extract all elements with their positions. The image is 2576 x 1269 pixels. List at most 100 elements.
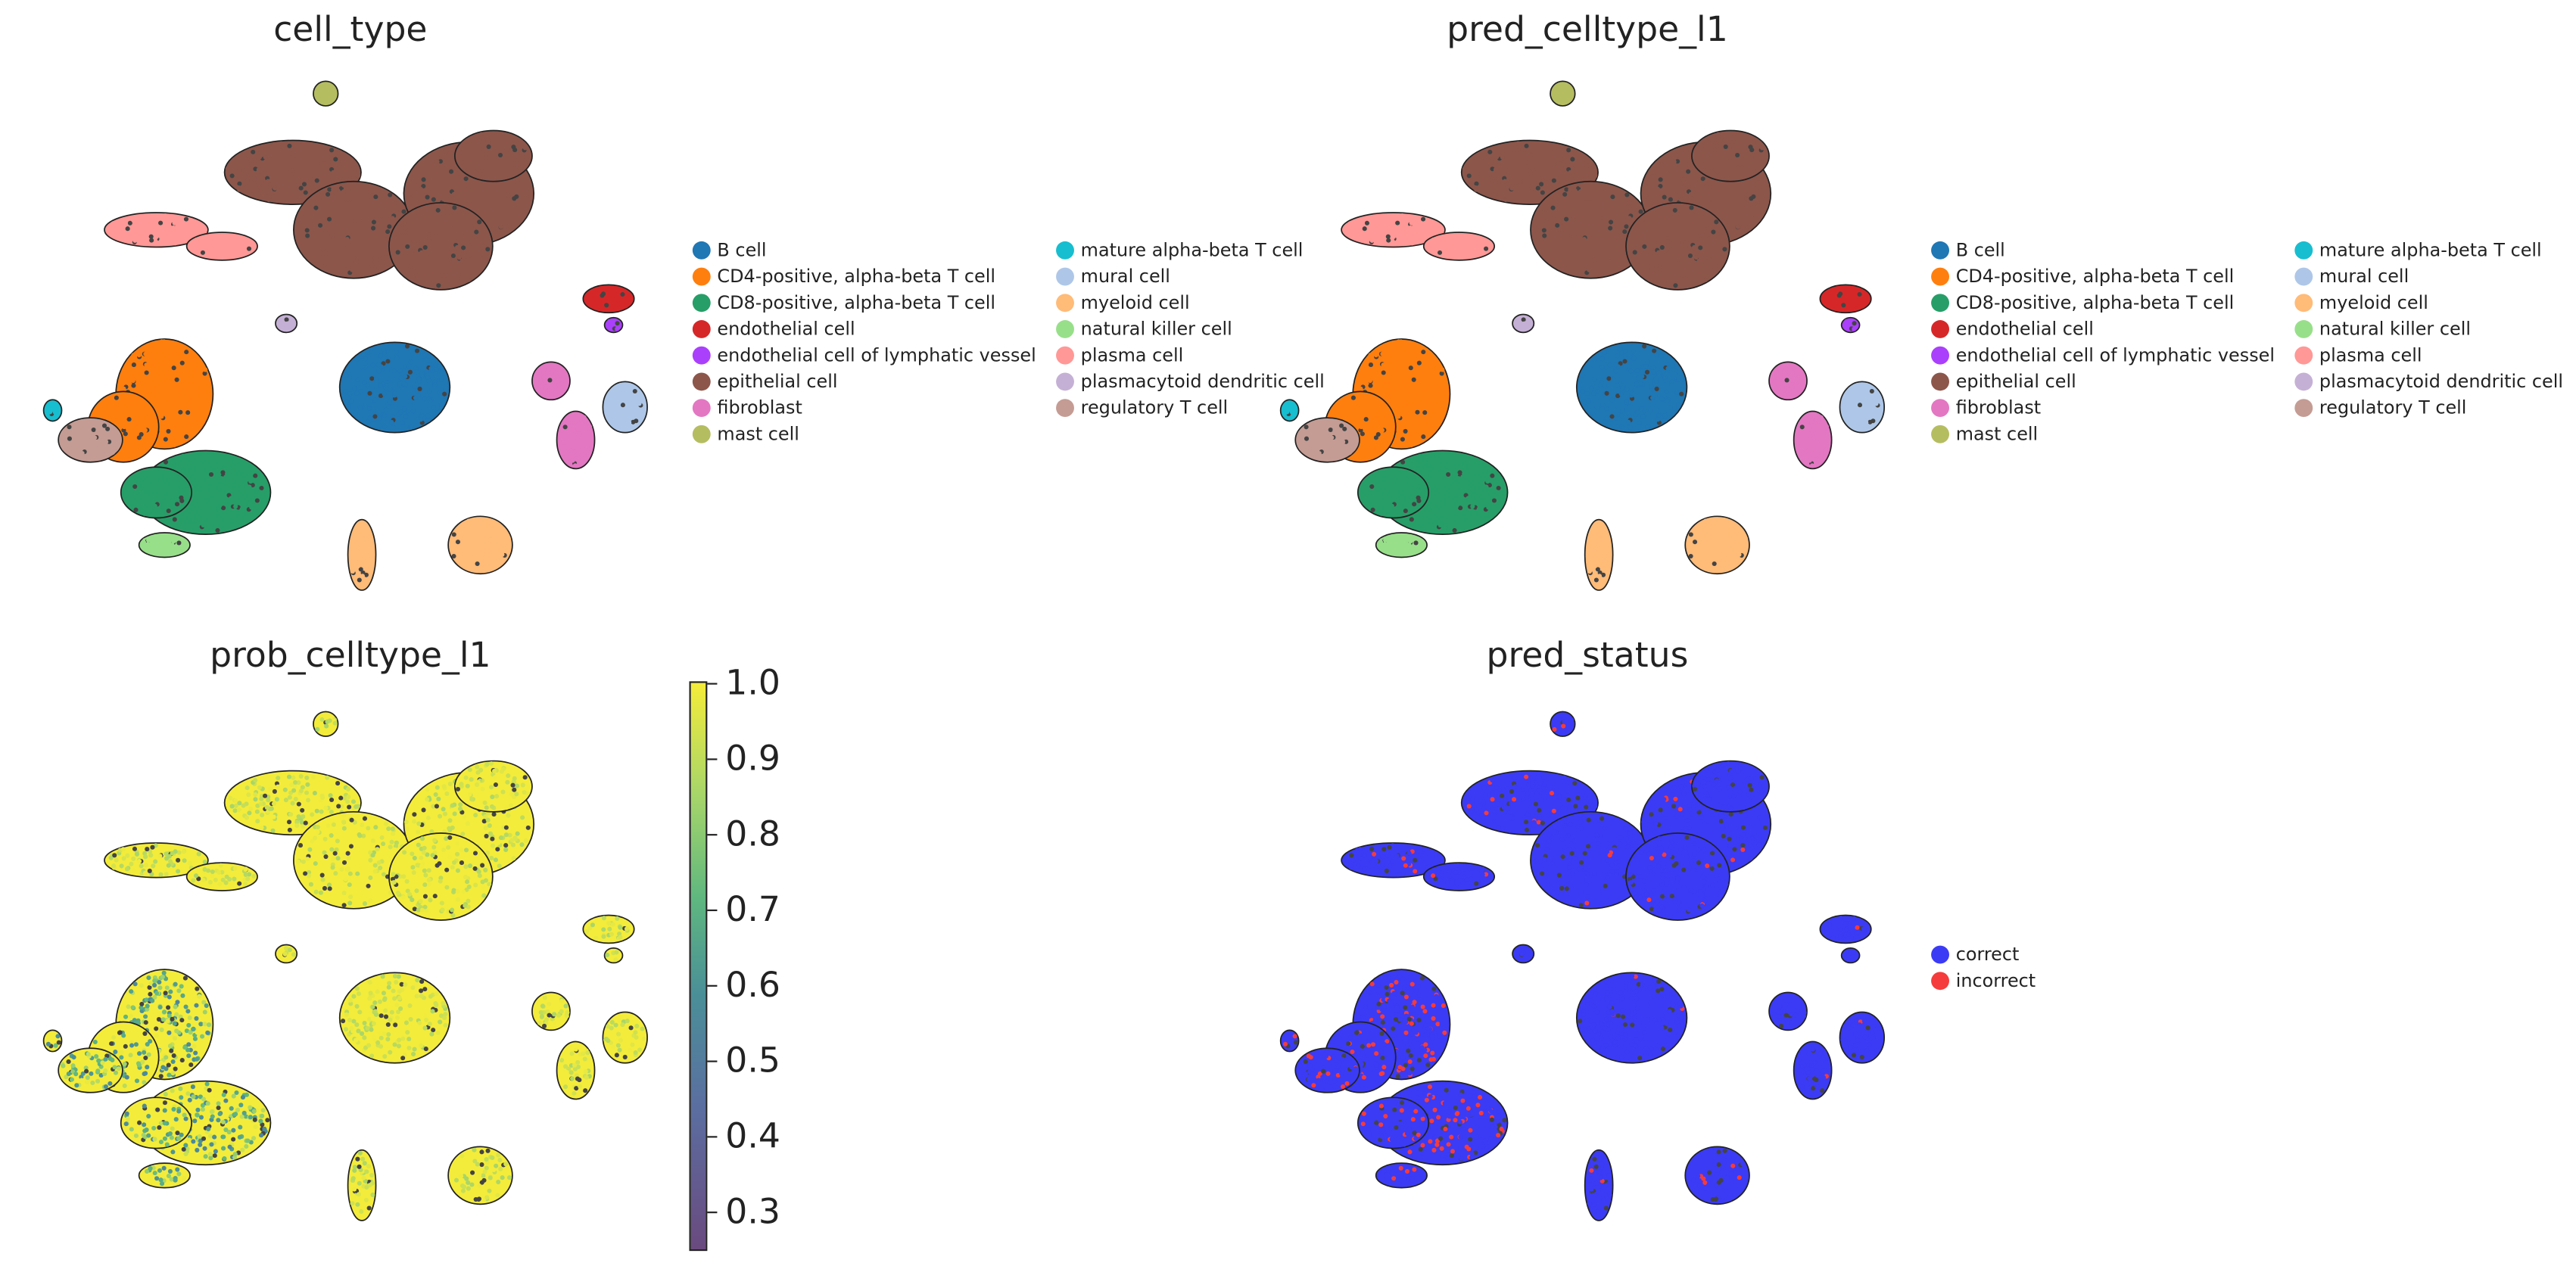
cell-point [156, 384, 161, 389]
cell-point [370, 1016, 375, 1022]
cell-point [1618, 391, 1624, 397]
cell-point [559, 1009, 564, 1014]
cell-point [394, 1003, 400, 1008]
cell-point [417, 1020, 422, 1026]
cell-point [166, 428, 171, 434]
cell-point [417, 268, 422, 273]
cell-point [364, 566, 369, 571]
cell-point [1444, 490, 1449, 496]
cell-point [634, 407, 639, 412]
cell-point [1385, 409, 1390, 415]
cell-point [1682, 173, 1687, 178]
cell-point [540, 369, 546, 375]
cell-point [428, 897, 433, 903]
cell-point [133, 1133, 139, 1138]
cell-point [1589, 385, 1594, 390]
cell-point [335, 781, 341, 786]
cell-point [443, 1022, 448, 1028]
cell-point [174, 377, 179, 382]
cell-point [185, 1009, 191, 1014]
cell-point [1524, 181, 1529, 186]
cell-point [614, 388, 619, 393]
cell-point [125, 853, 130, 858]
cell-point [1702, 167, 1707, 173]
cell-point [231, 1093, 236, 1099]
cell-point [484, 213, 490, 219]
cell-point [1671, 252, 1676, 257]
cell-point [559, 377, 564, 382]
cell-point [1695, 238, 1700, 244]
cell-point [1368, 353, 1373, 358]
cell-point [585, 1050, 590, 1056]
cell-point [1319, 427, 1324, 433]
cell-point [459, 275, 464, 281]
cell-point [481, 187, 486, 192]
cell-point [1587, 568, 1593, 574]
cell-point [160, 502, 167, 509]
cell-point [1748, 145, 1753, 150]
cell-point [355, 377, 360, 382]
cell-point [350, 568, 355, 574]
cell-point [464, 848, 469, 853]
cell-point [522, 145, 528, 151]
cell-point [1658, 177, 1663, 182]
cell-point [641, 1036, 646, 1041]
cell-point [366, 1164, 372, 1169]
cell-point [368, 875, 373, 881]
cell-point [190, 518, 195, 523]
cell-point [201, 878, 206, 883]
cell-point [465, 893, 470, 898]
cell-point [416, 238, 421, 244]
cell-point [1818, 415, 1824, 420]
cell-point [1594, 198, 1599, 204]
cell-point [1653, 376, 1659, 381]
cell-point [139, 432, 144, 437]
cell-point [352, 385, 357, 390]
cell-point [1408, 539, 1413, 544]
cell-point [1711, 248, 1716, 253]
cell-point [1466, 496, 1471, 501]
cell-point [438, 1019, 443, 1025]
cell-point [1665, 366, 1671, 372]
cell-point [81, 436, 87, 441]
cell-point [167, 1131, 173, 1137]
cell-point [1375, 416, 1380, 421]
cell-point [416, 842, 421, 848]
cell-point [509, 792, 514, 797]
cell-point [143, 487, 149, 493]
cell-point [1787, 368, 1793, 373]
cell-point [1468, 481, 1473, 487]
cell-point [122, 1083, 127, 1088]
cluster-region [388, 202, 494, 291]
cell-point [512, 205, 518, 210]
cell-point [433, 362, 438, 368]
cell-point [207, 462, 212, 468]
cell-point [487, 541, 492, 546]
cell-point [200, 223, 205, 229]
cell-point [1541, 228, 1547, 233]
cell-point [1608, 225, 1613, 231]
cell-point [212, 1134, 217, 1140]
cell-point [503, 224, 509, 229]
cell-point [1686, 169, 1691, 174]
cell-point [129, 369, 134, 375]
cell-point [301, 859, 306, 864]
cell-point [296, 814, 301, 820]
cell-point [637, 1047, 643, 1053]
cell-point [145, 404, 150, 409]
cell-point [314, 178, 319, 183]
cell-point [480, 786, 485, 792]
cell-point [520, 815, 525, 820]
cell-point [253, 778, 258, 783]
cell-point [419, 979, 425, 984]
cell-point [1363, 237, 1369, 243]
cell-point [1606, 542, 1611, 547]
cell-point [131, 362, 136, 368]
panel-title-pred-status: pred_status [1486, 635, 1689, 675]
cell-point [366, 1205, 372, 1211]
cell-point [327, 886, 332, 891]
cell-point [550, 368, 556, 373]
cell-point [388, 1017, 393, 1022]
cell-point [241, 471, 247, 477]
cell-point [286, 181, 292, 186]
